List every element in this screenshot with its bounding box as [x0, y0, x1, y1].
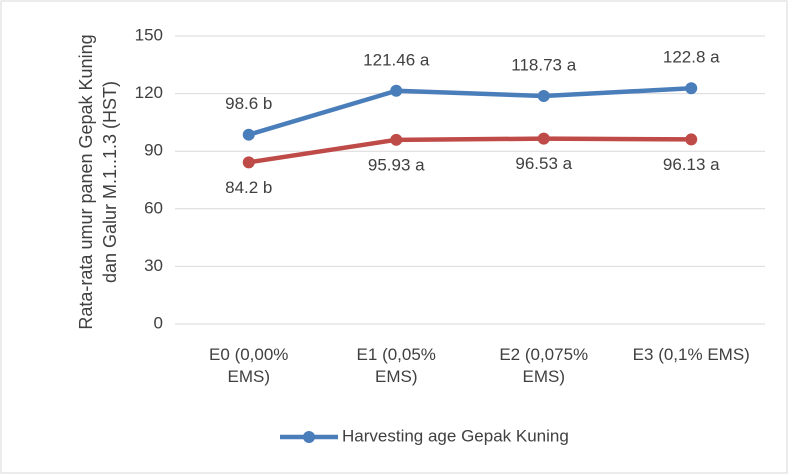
- y-tick-label: 120: [135, 83, 163, 102]
- series-line: [248, 85, 692, 137]
- series-line: [248, 136, 692, 165]
- data-point: [537, 132, 550, 145]
- data-point: [242, 156, 255, 169]
- data-point: [242, 128, 255, 141]
- legend-label: Harvesting age Gepak Kuning: [342, 426, 569, 445]
- data-label: 121.46 a: [363, 50, 430, 69]
- data-label: 122.8 a: [663, 48, 720, 67]
- y-tick-label: 60: [144, 198, 163, 217]
- data-label: 96.13 a: [663, 155, 720, 174]
- y-tick-label: 30: [144, 256, 163, 275]
- data-label: 96.53 a: [515, 154, 572, 173]
- data-point: [685, 82, 698, 95]
- data-point: [537, 90, 550, 103]
- y-tick-label: 150: [135, 25, 163, 44]
- legend-marker: [303, 431, 315, 443]
- data-label: 98.6 b: [225, 94, 272, 113]
- x-tick-label: E2 (0,075% EMS): [499, 345, 589, 386]
- y-axis-label: Rata-rata umur panen Gepak Kuning dan Ga…: [76, 34, 120, 330]
- data-point: [390, 133, 403, 146]
- x-tick-label: E1 (0,05% EMS): [356, 345, 436, 386]
- data-point: [685, 133, 698, 146]
- data-label: 84.2 b: [225, 178, 272, 197]
- y-tick-label: 90: [144, 141, 163, 160]
- x-tick-label: E3 (0,1% EMS): [632, 345, 750, 364]
- y-tick-label: 0: [154, 313, 163, 332]
- data-label: 95.93 a: [368, 155, 425, 174]
- x-tick-label: E0 (0,00% EMS): [209, 345, 289, 386]
- data-point: [390, 84, 403, 97]
- data-label: 118.73 a: [511, 56, 576, 75]
